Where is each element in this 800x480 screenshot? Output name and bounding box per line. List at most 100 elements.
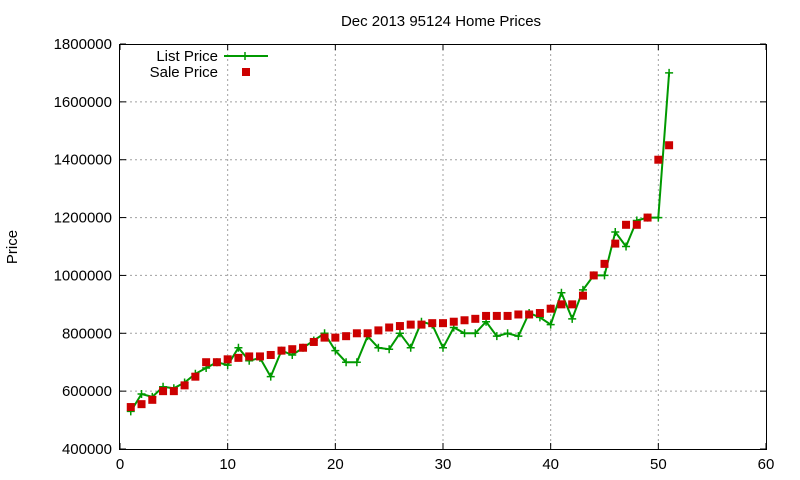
legend-label-list-price: List Price	[156, 48, 218, 65]
sale-price-point	[417, 320, 426, 329]
sale-price-point	[180, 381, 189, 390]
sale-price-point	[492, 311, 501, 320]
sale-price-point	[331, 333, 340, 342]
sale-price-point	[514, 310, 523, 319]
y-tick-label: 600000	[62, 383, 112, 400]
sale-price-point	[202, 358, 211, 367]
sale-price-point	[449, 317, 458, 326]
list-price-point	[492, 332, 501, 341]
list-price-point	[568, 314, 577, 323]
sale-price-point	[212, 358, 221, 367]
list-price-point	[557, 288, 566, 297]
sale-price-point	[395, 322, 404, 331]
sale-price-point	[622, 220, 631, 229]
list-price-point	[352, 358, 361, 367]
list-price-point	[514, 332, 523, 341]
sale-price-point	[374, 326, 383, 335]
list-price-point	[342, 358, 351, 367]
y-axis-label: Price	[4, 230, 21, 264]
y-tick-label: 1200000	[54, 210, 112, 227]
legend-marker-list-price	[241, 52, 249, 60]
x-axis: 0 10 20 30 40 50 60	[116, 44, 775, 473]
list-price-point	[266, 372, 275, 381]
list-price-point	[395, 329, 404, 338]
sale-price-point	[600, 259, 609, 268]
legend-label-sale-price: Sale Price	[150, 64, 218, 81]
list-price-point	[406, 343, 415, 352]
y-tick-label: 1800000	[54, 36, 112, 53]
sale-price-point	[191, 372, 200, 381]
sale-price-point	[525, 310, 534, 319]
sale-price-point	[471, 314, 480, 323]
x-tick-label: 50	[650, 456, 667, 473]
list-price-point	[503, 329, 512, 338]
sale-price-point	[148, 395, 157, 404]
list-price-point	[460, 329, 469, 338]
sale-price-point	[363, 329, 372, 338]
legend: List Price Sale Price	[150, 48, 268, 81]
sale-price-point	[568, 300, 577, 309]
plot-area	[126, 68, 674, 416]
y-tick-label: 1400000	[54, 152, 112, 169]
sale-price-point	[665, 141, 674, 150]
sale-price-point	[126, 403, 135, 412]
list-price-point	[374, 343, 383, 352]
x-tick-label: 10	[219, 456, 236, 473]
list-price-point	[385, 345, 394, 354]
sale-price-point	[643, 213, 652, 222]
sale-price-point	[503, 311, 512, 320]
series-line-list-price	[129, 72, 671, 412]
sale-price-point	[428, 319, 437, 328]
list-price-point	[665, 68, 674, 77]
grid	[120, 44, 766, 449]
legend-marker-sale-price	[242, 68, 250, 76]
x-tick-label: 60	[758, 456, 775, 473]
sale-price-point	[137, 400, 146, 409]
x-tick-label: 0	[116, 456, 124, 473]
x-tick-label: 20	[327, 456, 344, 473]
y-axis: 400000 600000 800000 1000000 1200000 1400000 1…	[54, 36, 766, 458]
list-price-point	[546, 320, 555, 329]
y-tick-label: 1600000	[54, 94, 112, 111]
sale-price-point	[299, 343, 308, 352]
sale-price-point	[557, 300, 566, 309]
sale-price-point	[288, 345, 297, 354]
list-price-point	[654, 213, 663, 222]
list-price-point	[137, 390, 146, 399]
x-tick-label: 40	[542, 456, 559, 473]
sale-price-point	[611, 239, 620, 248]
sale-price-point	[223, 355, 232, 364]
list-price-point	[622, 242, 631, 251]
list-price-point	[600, 271, 609, 280]
sale-price-point	[654, 155, 663, 164]
sale-price-point	[342, 332, 351, 341]
sale-price-point	[159, 387, 168, 396]
list-price-point	[439, 343, 447, 352]
sale-price-point	[245, 352, 254, 361]
y-tick-label: 1000000	[54, 267, 112, 284]
list-price-point	[234, 343, 243, 352]
sale-price-point	[352, 329, 361, 338]
list-price-point	[611, 228, 620, 237]
sale-price-point	[632, 220, 641, 229]
sale-price-point	[255, 352, 264, 361]
x-tick-label: 30	[435, 456, 452, 473]
sale-price-point	[169, 387, 178, 396]
sale-price-point	[277, 346, 286, 355]
chart-title: Dec 2013 95124 Home Prices	[341, 13, 541, 30]
sale-price-point	[266, 350, 275, 359]
sale-price-point	[439, 319, 447, 328]
y-tick-label: 400000	[62, 441, 112, 458]
sale-price-point	[546, 304, 555, 313]
sale-price-point	[460, 316, 469, 325]
sale-price-point	[320, 333, 329, 342]
sale-price-point	[535, 309, 544, 318]
list-price-point	[331, 346, 340, 355]
sale-price-point	[385, 323, 394, 332]
y-tick-label: 800000	[62, 325, 112, 342]
plot-frame	[119, 44, 767, 450]
list-price-point	[471, 329, 480, 338]
sale-price-point	[578, 291, 587, 300]
sale-price-point	[589, 271, 598, 280]
sale-price-point	[234, 353, 243, 362]
